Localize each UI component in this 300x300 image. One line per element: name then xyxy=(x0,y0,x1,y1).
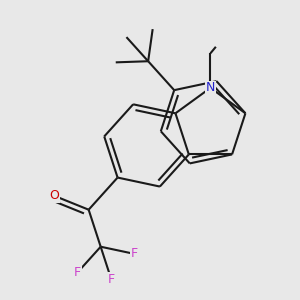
Text: F: F xyxy=(131,248,138,260)
Text: F: F xyxy=(108,273,115,286)
Text: N: N xyxy=(206,81,215,94)
Text: O: O xyxy=(50,189,59,203)
Text: F: F xyxy=(74,266,81,279)
